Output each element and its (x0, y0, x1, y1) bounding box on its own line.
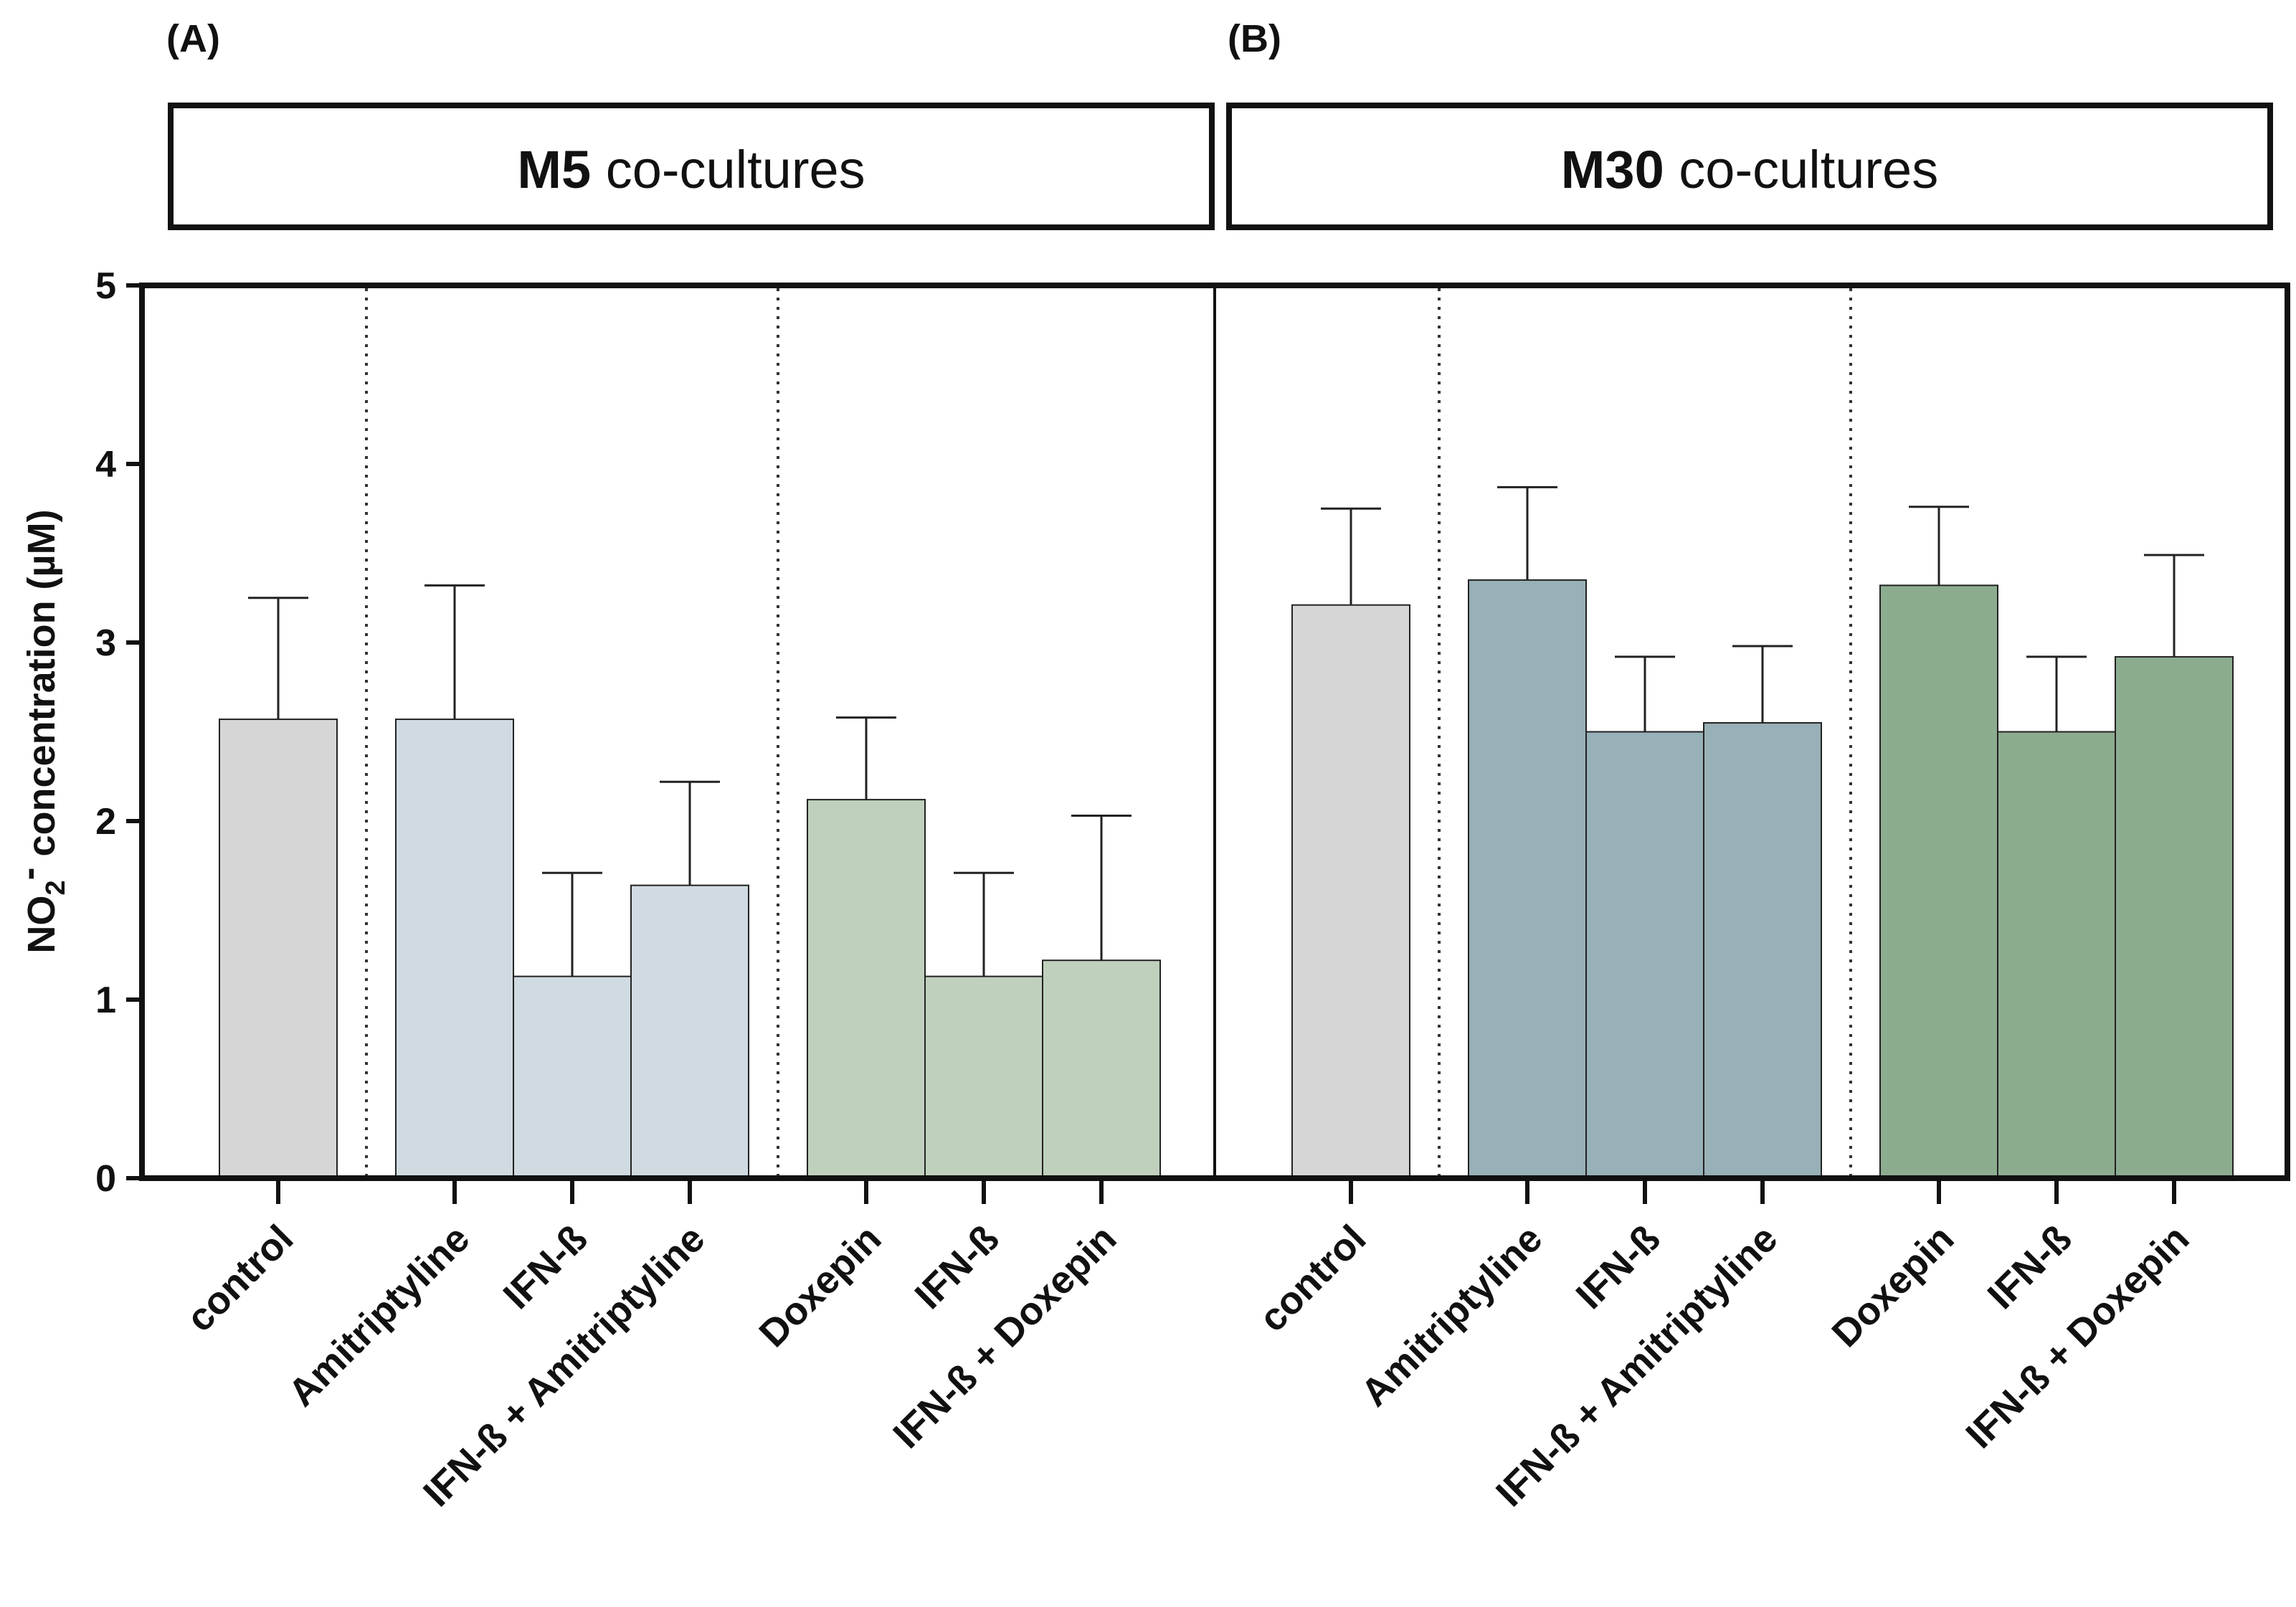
y-tick-label-0-3: 3 (95, 622, 116, 664)
x-tick-label-1-1: Amitriptyline (1353, 1217, 1551, 1415)
header-b-rest: co-cultures (1664, 140, 1938, 199)
x-tick-label-1-0: control (1251, 1217, 1375, 1340)
panel-header-b: M30 co-cultures (1226, 103, 2273, 230)
header-a-rest: co-cultures (591, 140, 865, 199)
x-tick-label-0-6: IFN-ß + Doxepin (885, 1217, 1124, 1456)
y-axis-label: NO2- concentration (µM) (7, 509, 71, 953)
bar-1-1 (1468, 579, 1587, 1179)
header-b-bold: M30 (1561, 140, 1664, 199)
y-tick-label-0-2: 2 (95, 801, 116, 843)
panel-tag-a: (A) (166, 17, 220, 60)
y-axis-label-pre: NO (20, 896, 63, 954)
panel-header-b-title: M30 co-cultures (1561, 140, 1938, 199)
y-axis-label-sub: 2 (41, 880, 71, 895)
panel-header-a-title: M5 co-cultures (517, 140, 865, 199)
x-tick-label-1-4: Doxepin (1823, 1217, 1962, 1355)
bar-0-0 (219, 719, 338, 1179)
x-tick-label-0-2: IFN-ß (495, 1217, 596, 1317)
bar-0-1 (395, 719, 514, 1179)
bar-1-2 (1585, 731, 1704, 1179)
bar-0-3 (630, 884, 749, 1179)
panel-header-a: M5 co-cultures (168, 103, 1215, 230)
x-tick-label-0-0: control (179, 1217, 302, 1340)
bar-1-3 (1703, 722, 1822, 1179)
bar-0-4 (807, 799, 926, 1179)
bar-0-6 (1042, 959, 1161, 1179)
bar-1-5 (1997, 731, 2116, 1179)
y-axis-label-sup: - (7, 867, 50, 880)
bar-1-4 (1879, 584, 1998, 1179)
bar-1-6 (2115, 655, 2234, 1179)
x-tick-label-1-6: IFN-ß + Doxepin (1958, 1217, 2197, 1456)
x-tick-label-1-5: IFN-ß (1980, 1217, 2080, 1317)
y-tick-label-0-4: 4 (95, 444, 116, 485)
header-a-bold: M5 (517, 140, 591, 199)
x-tick-label-0-5: IFN-ß (907, 1217, 1007, 1317)
x-tick-label-1-2: IFN-ß (1568, 1217, 1669, 1317)
bar-0-2 (513, 975, 632, 1179)
x-tick-label-0-1: Amitriptyline (280, 1217, 478, 1415)
y-tick-label-0-0: 0 (95, 1158, 116, 1200)
bar-0-5 (924, 975, 1043, 1179)
x-tick-label-0-4: Doxepin (751, 1217, 889, 1355)
y-tick-label-0-1: 1 (95, 980, 116, 1021)
panel-tag-b: (B) (1228, 17, 1281, 60)
y-tick-label-0-5: 5 (95, 265, 116, 307)
bar-1-0 (1291, 604, 1410, 1179)
y-axis-label-post: concentration (µM) (20, 509, 63, 867)
